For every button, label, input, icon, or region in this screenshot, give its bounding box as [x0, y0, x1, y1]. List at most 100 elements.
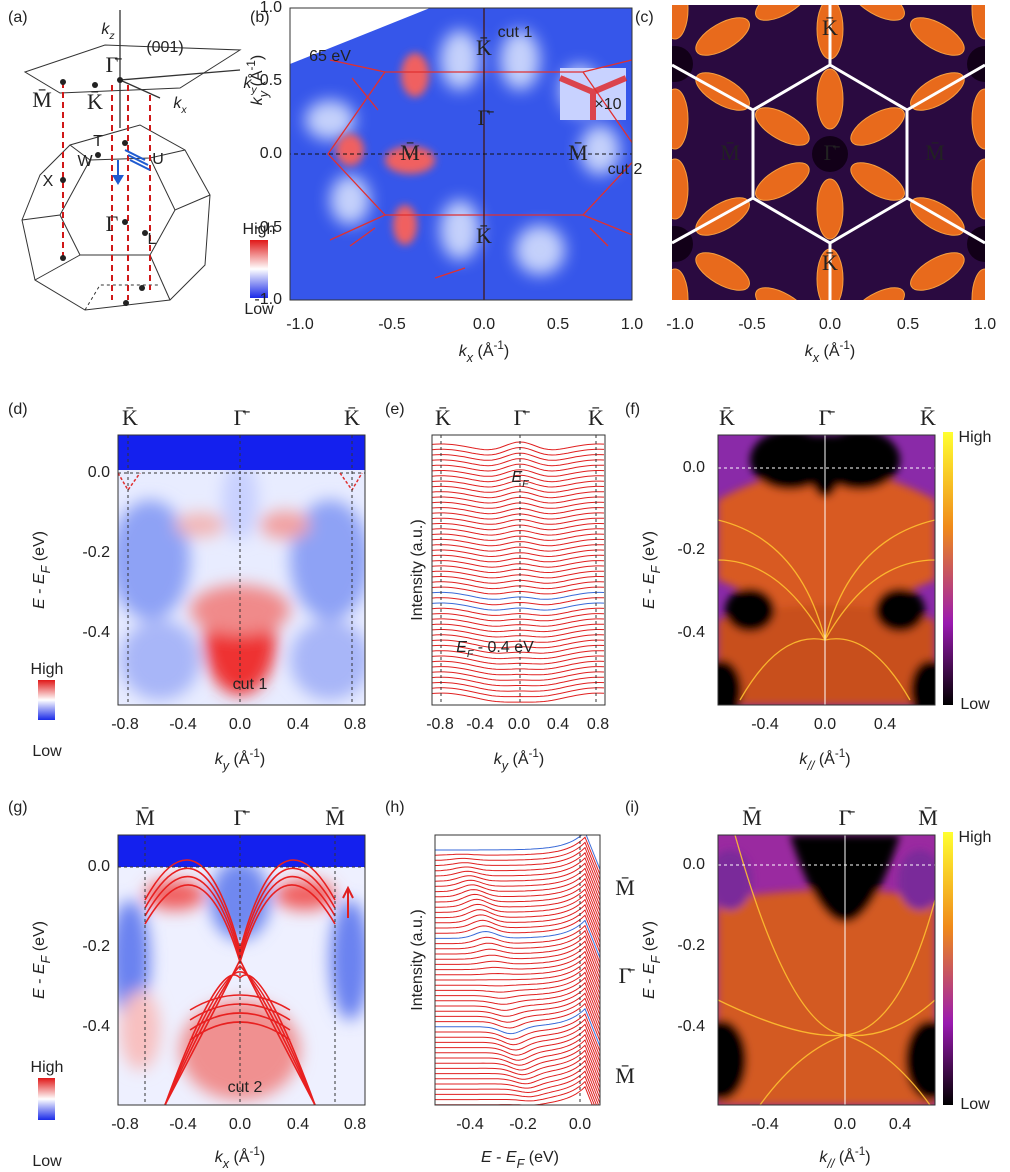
y-tick-label: 1.0 — [260, 0, 282, 16]
symmetry-point: M̄ — [918, 805, 938, 830]
annotation: M̄ — [925, 140, 945, 165]
colorbar-label: Low — [32, 743, 62, 760]
edc-curve — [432, 577, 604, 584]
symmetry-point: Γ̄ — [819, 405, 836, 430]
x-tick-label: 1.0 — [974, 316, 996, 333]
y-axis-label-part: E — [31, 573, 48, 584]
pocket — [817, 69, 843, 129]
y-axis-label-part: Intensity (a.u.) — [409, 519, 426, 620]
calc-band-m — [697, 835, 955, 1105]
pocket — [1000, 10, 1010, 63]
edc-curve — [435, 936, 600, 974]
x-axis-label-part: ) — [845, 751, 850, 768]
annotation: M̄ — [568, 140, 588, 165]
symmetry-point: K̄ — [435, 405, 451, 430]
x-axis-label: k// (Å-1) — [819, 1145, 870, 1172]
colorbar-label: High — [959, 429, 992, 446]
edc-curve — [435, 952, 600, 990]
x-tick-label: -0.8 — [426, 716, 454, 733]
symmetry-point: Γ̄ — [234, 805, 251, 830]
edc-curve — [435, 983, 600, 1021]
edc-curve — [432, 566, 604, 573]
pocket — [967, 46, 1003, 82]
y-tick-label: -0.2 — [677, 541, 705, 558]
x-tick-label: -0.8 — [111, 1116, 139, 1133]
calc-band-k — [702, 430, 950, 720]
edc-curve — [432, 587, 604, 594]
y-tick-label: 0.0 — [683, 856, 705, 873]
x-tick-label: -0.5 — [378, 316, 406, 333]
y-axis-label-part: E — [31, 598, 48, 609]
pocket — [972, 159, 998, 219]
panel-label: (c) — [635, 9, 654, 26]
edc-curve — [435, 915, 600, 953]
x-tick-label: 0.8 — [587, 716, 609, 733]
y-tick-label: -0.4 — [677, 624, 705, 641]
x-axis-label: E - EF (eV) — [481, 1149, 559, 1171]
annotation: K̄ — [476, 35, 492, 60]
colorbar-label: High — [31, 661, 64, 678]
x-axis-label-part: ) — [504, 343, 509, 360]
x-tick-label: 0.0 — [473, 316, 495, 333]
panel-label: (i) — [625, 799, 639, 816]
pocket — [1000, 245, 1010, 298]
symmetry-point: M̄ — [615, 875, 635, 900]
edc-curve — [432, 550, 604, 557]
x-axis-label-part: -1 — [835, 747, 845, 760]
edc-curve — [435, 1040, 600, 1078]
x-tick-label: 0.0 — [229, 1116, 251, 1133]
y-axis-label: E - EF (eV) — [31, 921, 53, 999]
pocket — [967, 226, 1003, 262]
edc-curve — [435, 1082, 600, 1120]
annotation-part: E — [456, 639, 467, 656]
x-tick-label: -0.4 — [169, 1116, 197, 1133]
x-tick-label: -0.4 — [456, 1116, 484, 1133]
colorbar-label: High — [243, 221, 276, 238]
colorbar — [943, 432, 953, 705]
edc-curve — [435, 920, 600, 958]
annotation: 65 eV — [309, 48, 351, 65]
edc-stack-energy — [435, 832, 600, 1124]
edc-curve — [435, 1004, 600, 1042]
edc-curve — [435, 967, 600, 1005]
symmetry-point: Γ̄ — [619, 963, 636, 988]
pocket — [662, 89, 688, 149]
edc-curve — [432, 529, 604, 535]
pocket — [817, 179, 843, 239]
annotation-part: F — [522, 478, 529, 490]
x-axis-label: kx (Å-1) — [459, 339, 509, 366]
x-axis-label-part: (Å — [834, 1147, 855, 1166]
y-axis-label-part: (eV) — [31, 531, 48, 566]
y-tick-label: 0.0 — [88, 858, 110, 875]
x-tick-label: -0.5 — [738, 316, 766, 333]
colorbar-label: High — [31, 1059, 64, 1076]
x-axis-label-part: ) — [865, 1149, 870, 1166]
x-tick-label: 0.5 — [547, 316, 569, 333]
edc-curve — [432, 524, 604, 530]
symmetry-point: K̄ — [344, 405, 360, 430]
y-axis-label-part: - — [641, 974, 658, 988]
x-tick-label: 0.5 — [897, 316, 919, 333]
edc-curve — [435, 894, 600, 932]
x-tick-label: 0.0 — [814, 716, 836, 733]
edc-curve — [432, 571, 604, 578]
y-axis-label: E - EF (eV) — [641, 921, 663, 999]
y-tick-label: 0.0 — [88, 464, 110, 481]
x-tick-label: 0.4 — [287, 1116, 309, 1133]
x-axis-label-part: (Å — [819, 341, 840, 360]
arpes-cut1 — [110, 435, 370, 705]
edc-curve — [435, 941, 600, 979]
panel-label: (d) — [8, 401, 28, 418]
x-axis-label: kx (Å-1) — [805, 339, 855, 366]
edc-curve — [435, 1071, 600, 1109]
x-axis-label-part: ) — [260, 751, 265, 768]
symmetry-point: Γ̄ — [234, 405, 251, 430]
edc-curve — [432, 497, 604, 503]
y-tick-label: -0.4 — [677, 1018, 705, 1035]
y-axis-label-part: (eV) — [31, 921, 48, 956]
x-axis-label: k// (Å-1) — [799, 747, 850, 774]
edc-curve — [435, 848, 600, 886]
figure: (a)(001)Γ̄M̄K̄TWUXΓL(b)-1.0-0.50.00.51.0… — [0, 0, 1010, 1172]
y-axis-label-part: - — [641, 584, 658, 598]
edc-curve — [432, 513, 604, 519]
